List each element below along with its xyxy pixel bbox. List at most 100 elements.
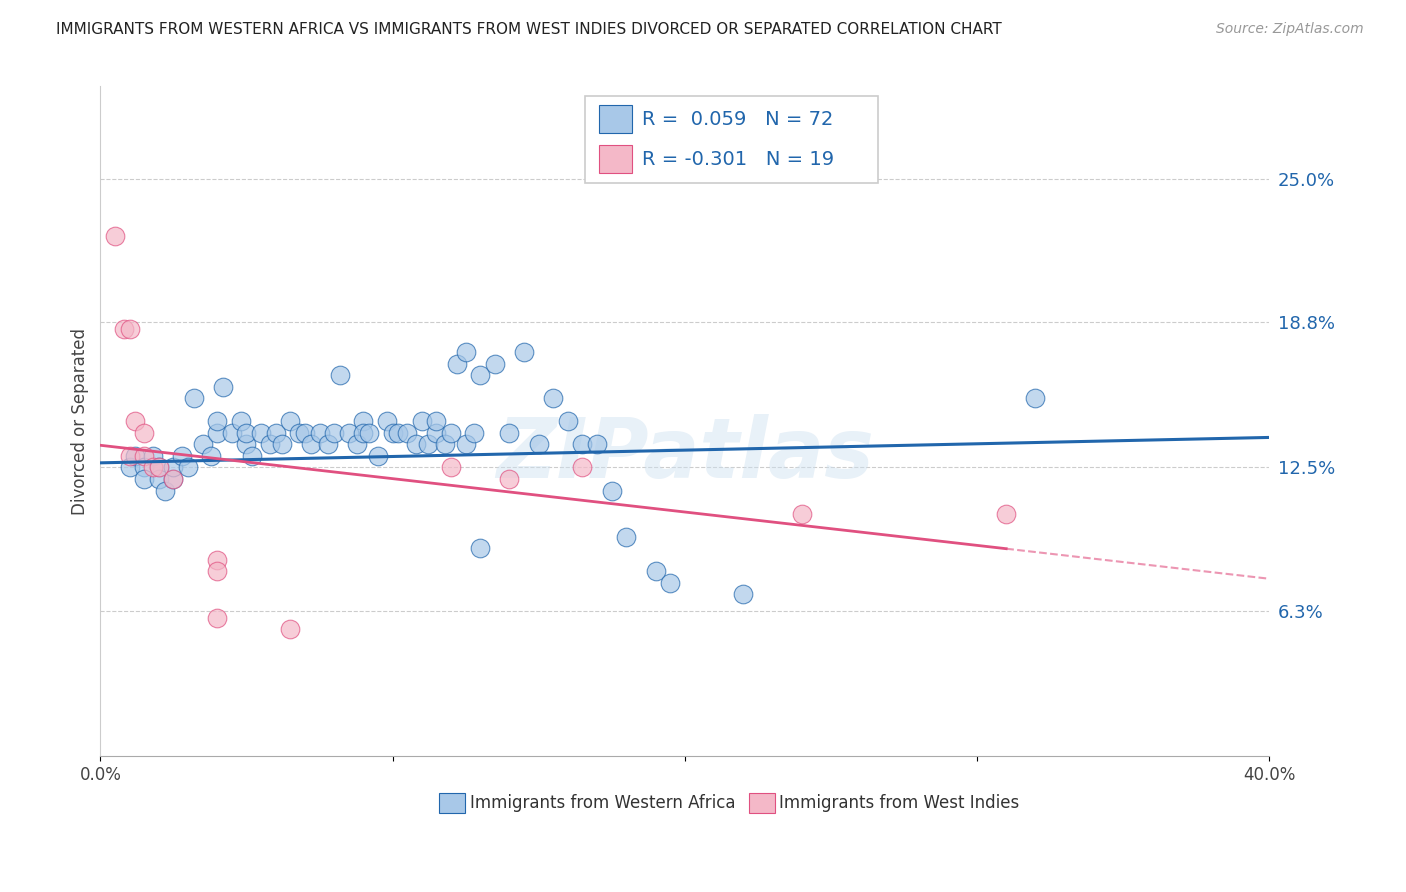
- Point: [446, 357, 468, 371]
- Point: [264, 425, 287, 440]
- Point: [586, 437, 609, 451]
- Point: [235, 425, 257, 440]
- Point: [177, 460, 200, 475]
- Point: [142, 449, 165, 463]
- Point: [434, 437, 457, 451]
- Point: [513, 345, 536, 359]
- Point: [498, 472, 520, 486]
- Point: [375, 414, 398, 428]
- Point: [153, 483, 176, 498]
- Point: [416, 437, 439, 451]
- Point: [329, 368, 352, 382]
- Point: [600, 483, 623, 498]
- Text: Source: ZipAtlas.com: Source: ZipAtlas.com: [1216, 22, 1364, 37]
- Point: [659, 576, 682, 591]
- Point: [148, 460, 170, 475]
- Point: [571, 437, 593, 451]
- Point: [323, 425, 346, 440]
- Point: [294, 425, 316, 440]
- Point: [288, 425, 311, 440]
- Point: [240, 449, 263, 463]
- Point: [278, 414, 301, 428]
- Point: [557, 414, 579, 428]
- Text: ZIPatlas: ZIPatlas: [496, 414, 873, 495]
- Y-axis label: Divorced or Separated: Divorced or Separated: [72, 327, 89, 515]
- Point: [134, 460, 156, 475]
- Point: [259, 437, 281, 451]
- Point: [790, 507, 813, 521]
- Point: [470, 368, 492, 382]
- Point: [172, 449, 194, 463]
- Point: [995, 507, 1018, 521]
- Point: [207, 610, 229, 624]
- Point: [470, 541, 492, 556]
- Point: [183, 391, 205, 405]
- Point: [212, 379, 235, 393]
- Point: [278, 622, 301, 636]
- Point: [614, 530, 637, 544]
- Point: [134, 472, 156, 486]
- Point: [308, 425, 330, 440]
- Point: [498, 425, 520, 440]
- Point: [270, 437, 292, 451]
- Point: [299, 437, 322, 451]
- Point: [148, 460, 170, 475]
- Point: [543, 391, 565, 405]
- Point: [571, 460, 593, 475]
- Point: [118, 449, 141, 463]
- Point: [425, 425, 447, 440]
- Point: [411, 414, 433, 428]
- Point: [118, 460, 141, 475]
- FancyBboxPatch shape: [599, 145, 633, 173]
- Point: [733, 587, 755, 601]
- FancyBboxPatch shape: [439, 793, 465, 814]
- Text: IMMIGRANTS FROM WESTERN AFRICA VS IMMIGRANTS FROM WEST INDIES DIVORCED OR SEPARA: IMMIGRANTS FROM WESTERN AFRICA VS IMMIGR…: [56, 22, 1002, 37]
- Point: [148, 472, 170, 486]
- Text: R =  0.059   N = 72: R = 0.059 N = 72: [641, 110, 832, 128]
- Point: [454, 345, 477, 359]
- Point: [367, 449, 389, 463]
- Point: [162, 472, 184, 486]
- Point: [352, 414, 374, 428]
- Point: [484, 357, 506, 371]
- Point: [207, 565, 229, 579]
- Point: [229, 414, 252, 428]
- FancyBboxPatch shape: [585, 96, 877, 184]
- Point: [200, 449, 222, 463]
- Point: [454, 437, 477, 451]
- Point: [162, 460, 184, 475]
- Point: [235, 437, 257, 451]
- Point: [387, 425, 409, 440]
- Point: [112, 322, 135, 336]
- Point: [221, 425, 243, 440]
- Point: [162, 472, 184, 486]
- FancyBboxPatch shape: [599, 105, 633, 133]
- Point: [396, 425, 419, 440]
- Point: [142, 460, 165, 475]
- Point: [381, 425, 404, 440]
- Point: [134, 425, 156, 440]
- Point: [1024, 391, 1046, 405]
- Point: [425, 414, 447, 428]
- Point: [207, 553, 229, 567]
- Point: [250, 425, 273, 440]
- Point: [124, 414, 146, 428]
- FancyBboxPatch shape: [749, 793, 775, 814]
- Point: [191, 437, 214, 451]
- Point: [134, 449, 156, 463]
- Point: [316, 437, 339, 451]
- Text: R = -0.301   N = 19: R = -0.301 N = 19: [641, 150, 834, 169]
- Point: [527, 437, 550, 451]
- Point: [207, 425, 229, 440]
- Point: [405, 437, 427, 451]
- Point: [440, 460, 463, 475]
- Point: [124, 449, 146, 463]
- Point: [104, 229, 127, 244]
- Point: [346, 437, 368, 451]
- Text: Immigrants from West Indies: Immigrants from West Indies: [779, 794, 1019, 812]
- Point: [118, 322, 141, 336]
- Point: [644, 565, 666, 579]
- Point: [207, 414, 229, 428]
- Point: [352, 425, 374, 440]
- Point: [440, 425, 463, 440]
